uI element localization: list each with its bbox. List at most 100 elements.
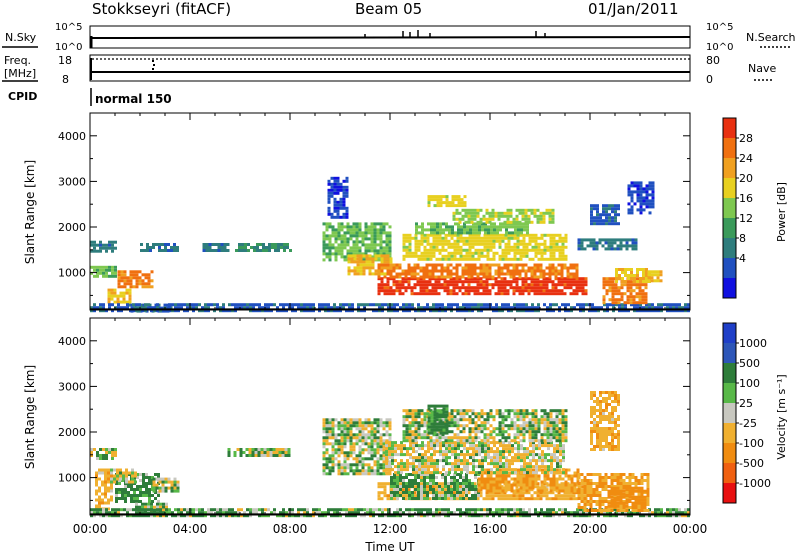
power-cell [502,252,505,255]
velocity-cell [374,451,377,454]
velocity-cell [270,448,273,451]
power-cell [457,237,460,240]
power-cell [331,195,334,198]
velocity-cell [465,476,468,479]
power-cell [441,267,444,270]
power-cell [256,243,259,246]
power-cell [511,231,514,234]
power-cell [440,198,443,201]
power-cell [498,218,501,221]
power-cell [453,292,456,295]
power-cell [403,258,406,261]
power-cell [144,303,147,306]
velocity-cell [499,478,502,481]
power-cell [618,274,621,277]
velocity-cell [101,493,104,496]
power-cell [105,266,108,269]
velocity-cell [365,427,368,430]
velocity-cell [132,508,135,511]
velocity-cell [547,484,550,487]
power-colorbar-swatch [723,138,736,159]
power-cell [642,292,645,295]
velocity-cell [386,433,389,436]
power-cell [353,222,356,225]
power-cell [433,243,436,246]
velocity-cell [435,508,438,511]
velocity-cell [441,482,444,485]
power-cell [513,273,516,276]
power-cell [510,270,513,273]
velocity-cell [459,508,462,511]
velocity-cell [359,469,362,472]
power-cell [504,303,507,306]
power-cell [441,283,444,286]
power-cell [403,237,406,240]
nave-label: Nave [748,62,776,75]
velocity-cell [684,508,687,511]
power-cell [442,228,445,231]
power-cell [501,212,504,215]
power-cell [498,283,501,286]
velocity-cell [396,476,399,479]
velocity-cell [264,448,267,451]
power-cell [453,303,456,306]
velocity-cell [282,451,285,454]
power-cell [108,244,111,247]
power-cell [505,255,508,258]
velocity-cell [486,494,489,497]
power-cell [118,276,121,279]
power-cell [599,222,602,225]
power-cell [608,241,611,244]
velocity-cell [276,448,279,451]
power-cell [390,276,393,279]
velocity-cell [412,447,415,450]
power-cell [117,301,120,304]
power-cell [136,276,139,279]
velocity-cell [568,487,571,490]
power-cell [520,258,523,261]
power-cell [93,266,96,269]
velocity-cell [424,444,427,447]
power-cell [399,280,402,283]
power-cell [567,270,570,273]
velocity-cell [138,508,141,511]
velocity-cell [499,475,502,478]
power-cell [452,198,455,201]
velocity-cell [326,430,329,433]
velocity-cell [558,494,561,497]
velocity-cell [412,444,415,447]
velocity-cell [420,479,423,482]
power-cell [380,240,383,243]
power-cell [459,289,462,292]
power-cell [343,180,346,183]
velocity-cell [565,487,568,490]
power-cell [487,258,490,261]
power-cell [453,273,456,276]
velocity-cell [341,424,344,427]
power-cell [423,280,426,283]
power-cell [529,237,532,240]
power-cell [433,225,436,228]
power-cell [350,246,353,249]
velocity-cell [347,451,350,454]
velocity-cell [380,457,383,460]
power-cell [111,250,114,253]
power-cell [501,215,504,218]
nave-tick-bottom: 0 [706,73,713,86]
power-cell [442,231,445,234]
power-cell [621,283,624,286]
velocity-cell [484,447,487,450]
velocity-cell [513,508,516,511]
velocity-cell [127,494,130,497]
velocity-cell [411,479,414,482]
power-cell [552,215,555,218]
power-cell [371,237,374,240]
power-cell [628,193,631,196]
power-cell [643,202,646,205]
power-cell [359,228,362,231]
power-cell [390,257,393,260]
power-colorbar-swatch [723,198,736,219]
power-cell [428,204,431,207]
power-cell [534,212,537,215]
velocity-cell [430,444,433,447]
